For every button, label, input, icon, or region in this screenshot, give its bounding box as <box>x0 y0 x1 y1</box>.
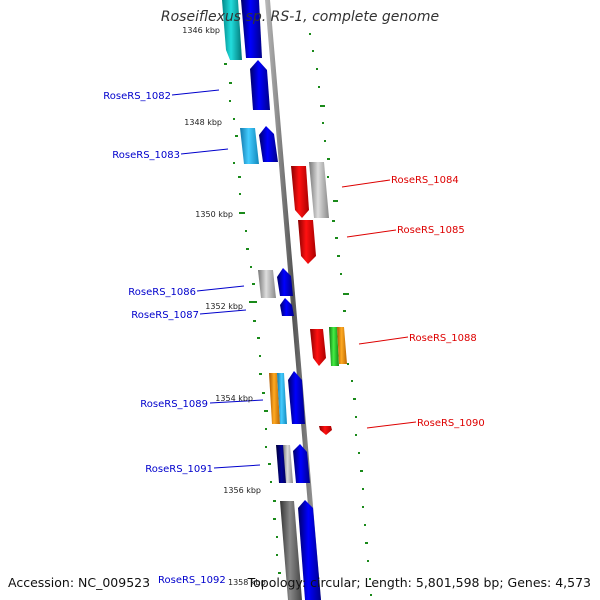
gene-arrow[interactable] <box>241 0 262 58</box>
gene-arrow-rosers-1084[interactable] <box>291 166 309 218</box>
gene-label-rosers-1090[interactable]: RoseRS_1090 <box>417 418 485 429</box>
gc-track-left <box>224 63 281 574</box>
gene-label-rosers-1091[interactable]: RoseRS_1091 <box>145 464 213 475</box>
kbp-label: 1350 kbp <box>195 210 233 219</box>
label-leaders-right <box>341 179 417 429</box>
kbp-label: 1348 kbp <box>184 118 222 127</box>
gene-arrow-rosers-1085[interactable] <box>298 220 316 264</box>
gene-arrow[interactable] <box>293 444 310 483</box>
gene-arrow-rosers-1083[interactable] <box>259 126 278 162</box>
accession-text: Accession: NC_009523 <box>8 575 151 590</box>
gene-arrow-rosers-1090[interactable] <box>319 426 332 435</box>
genome-backbone <box>265 0 321 600</box>
gene-arrow[interactable] <box>258 270 276 298</box>
gc-track-right <box>309 33 372 596</box>
gene-arrow-rosers-1092[interactable] <box>280 501 302 600</box>
gene-label-rosers-1085[interactable]: RoseRS_1085 <box>397 225 465 236</box>
gene-arrow[interactable] <box>269 373 280 424</box>
genome-title: Roseiflexus sp. RS-1, complete genome <box>160 9 440 25</box>
label-leaders-left <box>171 89 264 469</box>
gene-label-rosers-1089[interactable]: RoseRS_1089 <box>140 399 208 410</box>
gene-arrow[interactable] <box>222 0 242 60</box>
gene-arrow[interactable] <box>309 162 329 218</box>
kbp-label: 1356 kbp <box>223 486 261 495</box>
gene-label-rosers-1087[interactable]: RoseRS_1087 <box>131 310 199 321</box>
gene-arrow[interactable] <box>329 327 339 366</box>
kbp-label: 1346 kbp <box>182 26 220 35</box>
gene-arrow[interactable] <box>283 445 293 483</box>
kbp-label: 1352 kbp <box>205 302 243 311</box>
gene-arrow[interactable] <box>240 128 259 164</box>
gene-arrow[interactable] <box>277 373 287 424</box>
gene-label-rosers-1083[interactable]: RoseRS_1083 <box>112 150 180 161</box>
gene-arrow[interactable] <box>298 500 321 600</box>
gene-arrow-rosers-1089[interactable] <box>288 371 305 424</box>
gene-label-rosers-1082[interactable]: RoseRS_1082 <box>103 91 171 102</box>
gene-label-rosers-1084[interactable]: RoseRS_1084 <box>391 175 459 186</box>
gene-label-rosers-1092[interactable]: RoseRS_1092 <box>158 575 226 586</box>
topology-text: Topology: circular; Length: 5,801,598 bp… <box>247 575 591 590</box>
gene-arrow[interactable] <box>337 327 347 364</box>
gene-arrow-rosers-1087[interactable] <box>280 298 294 316</box>
kbp-label: 1358 kbp <box>228 578 266 587</box>
kbp-label: 1354 kbp <box>215 394 253 403</box>
gene-label-rosers-1088[interactable]: RoseRS_1088 <box>409 333 477 344</box>
gene-arrow-rosers-1086[interactable] <box>277 268 293 296</box>
gene-arrow-rosers-1082[interactable] <box>250 60 270 110</box>
gene-arrow-rosers-1088[interactable] <box>310 329 326 366</box>
gene-label-rosers-1086[interactable]: RoseRS_1086 <box>128 287 196 298</box>
